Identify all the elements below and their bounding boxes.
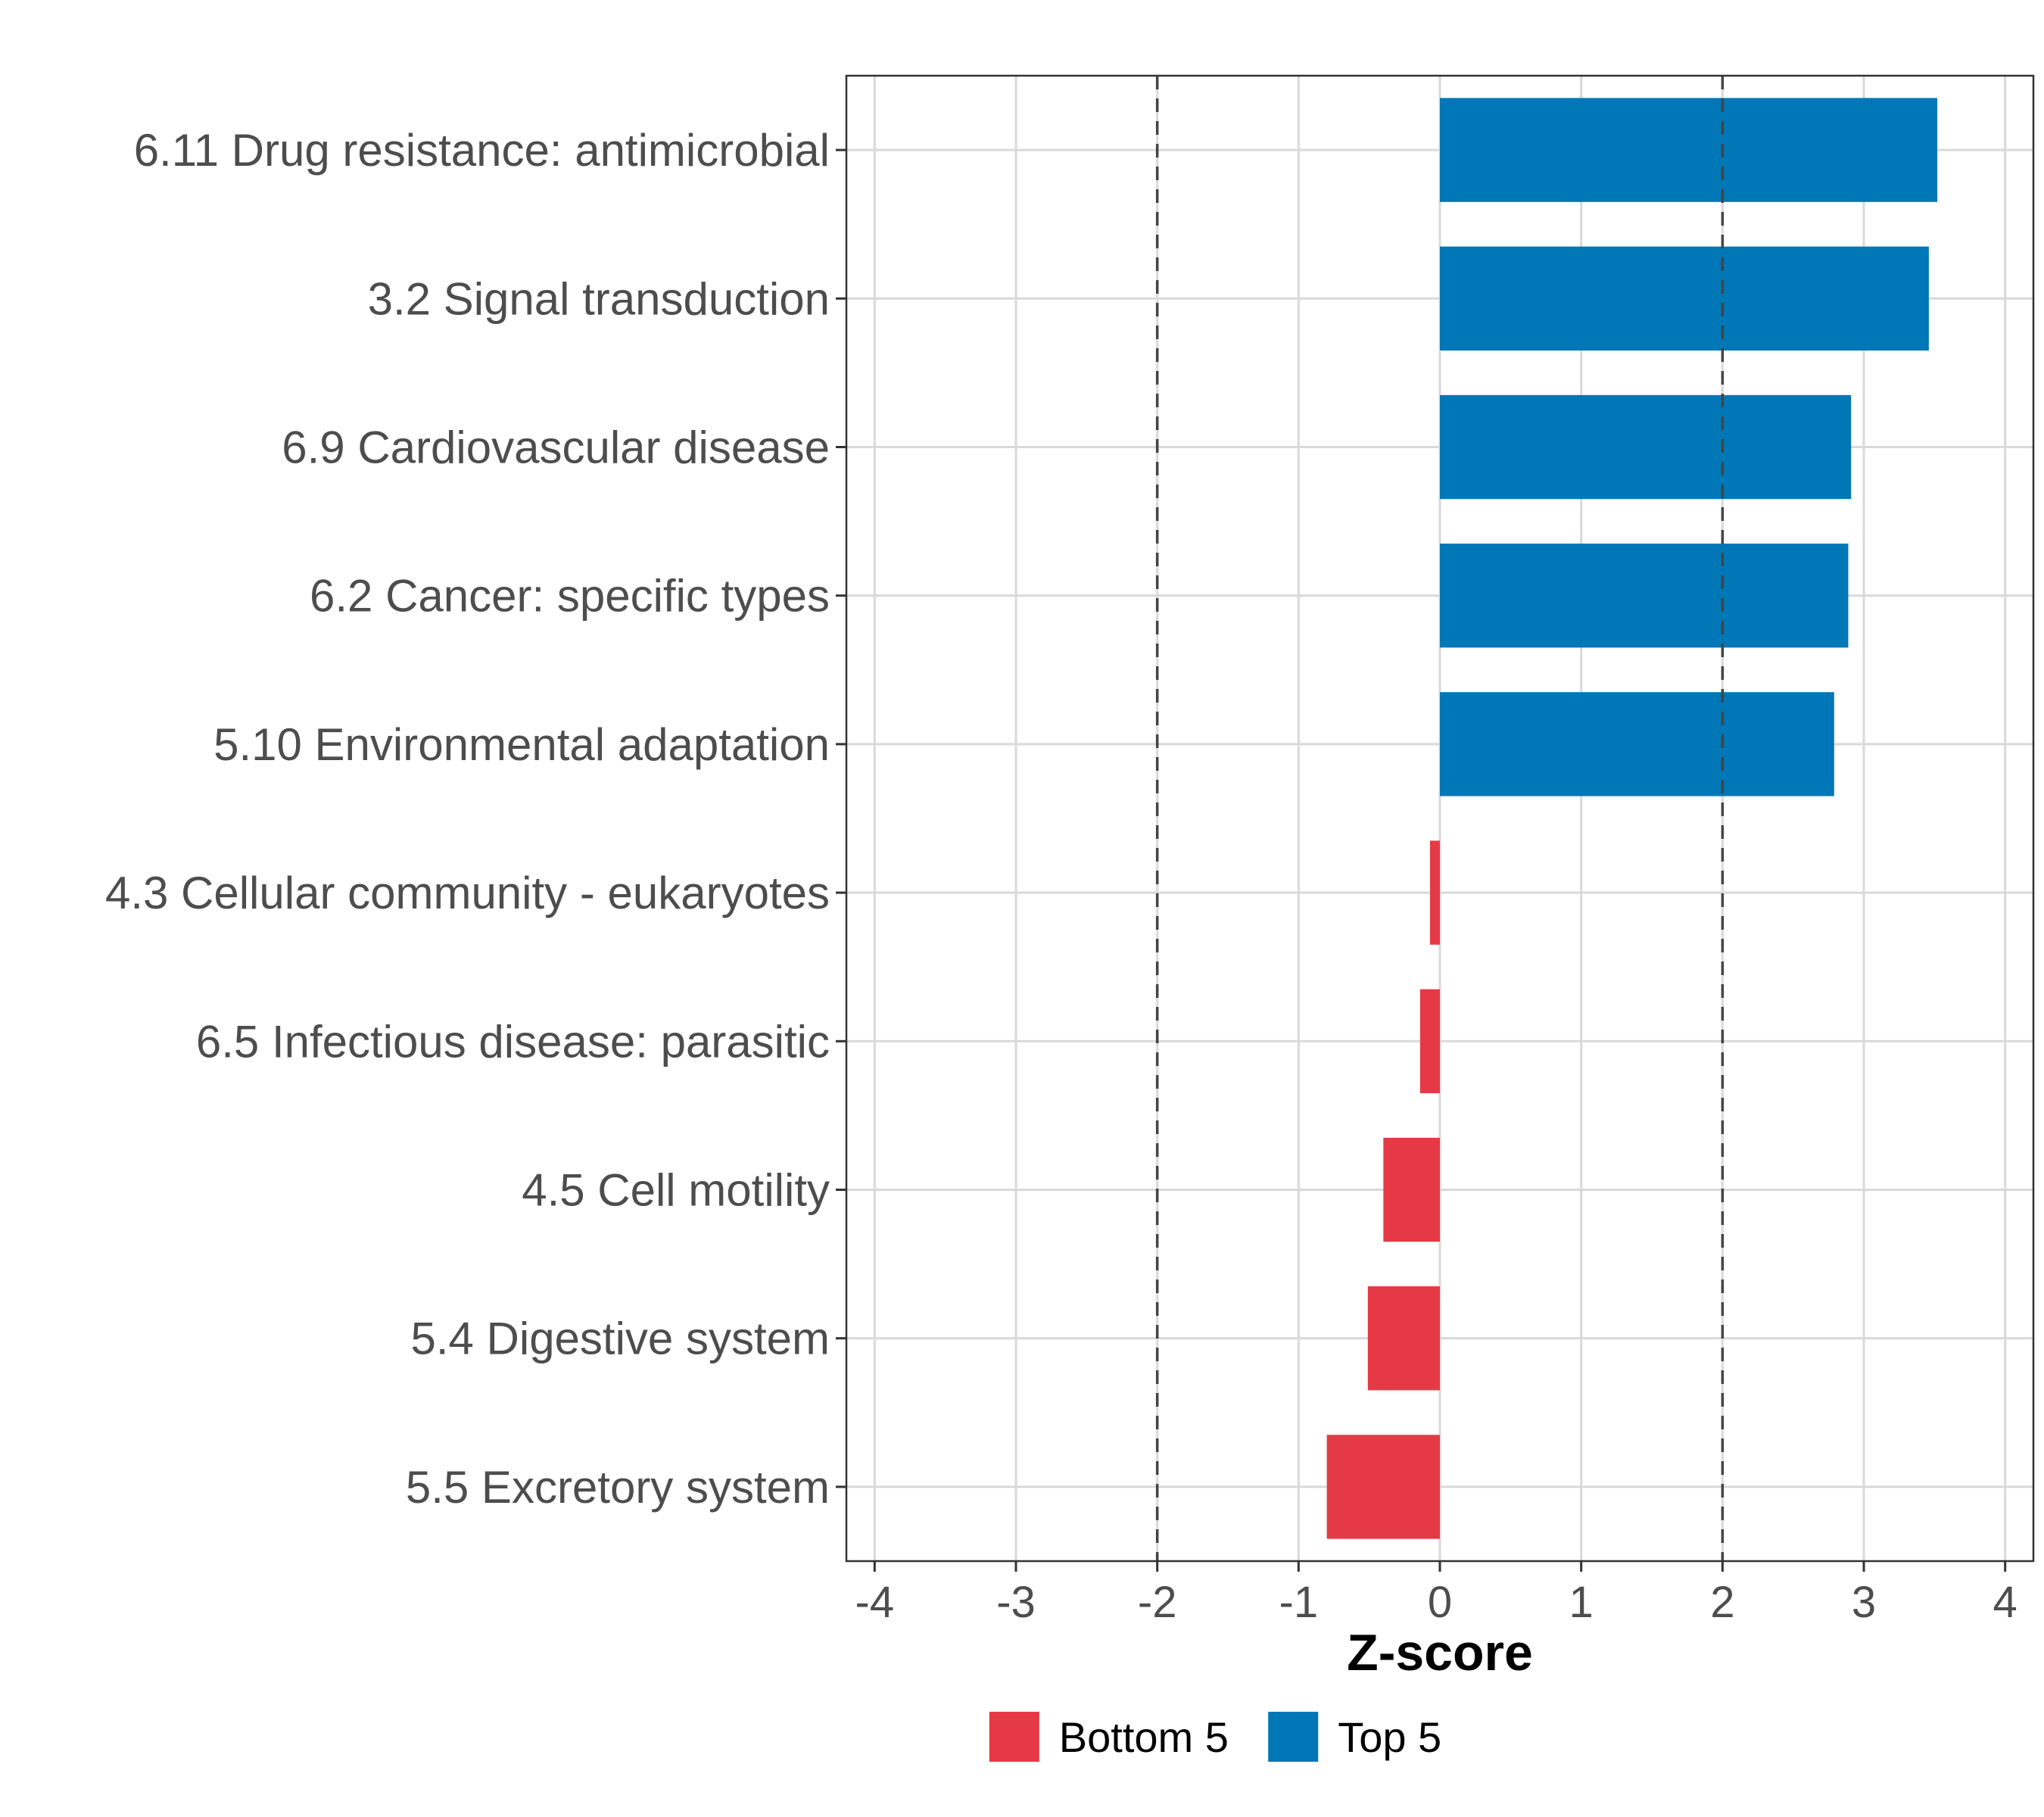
y-tick-label: 5.5 Excretory system [406, 1462, 830, 1513]
bar-top-0 [1440, 98, 1938, 202]
x-tick-label: -1 [1279, 1578, 1319, 1627]
bar-bottom-6 [1419, 989, 1440, 1093]
y-tick-label: 5.10 Environmental adaptation [213, 719, 830, 770]
x-tick-label: 2 [1710, 1578, 1734, 1627]
y-tick-label: 6.11 Drug resistance: antimicrobial [134, 125, 830, 176]
legend-label: Bottom 5 [1059, 1713, 1229, 1761]
y-tick-label: 4.3 Cellular community - eukaryotes [105, 868, 830, 918]
legend-swatch [1268, 1712, 1319, 1762]
bar-bottom-7 [1383, 1137, 1440, 1242]
bar-top-1 [1440, 246, 1929, 351]
bar-top-3 [1440, 544, 1849, 648]
x-tick-label: 0 [1428, 1578, 1452, 1627]
y-axis: 6.11 Drug resistance: antimicrobial 3.2 S… [105, 125, 846, 1513]
x-axis-title: Z-score [1347, 1624, 1533, 1681]
x-tick-label: 4 [1993, 1578, 2018, 1627]
x-tick-label: 3 [1852, 1578, 1876, 1627]
bar-bottom-8 [1367, 1286, 1440, 1391]
reference-lines [1155, 76, 1725, 1561]
y-tick-label: 4.5 Cell motility [522, 1165, 830, 1216]
bar-bottom-5 [1429, 840, 1440, 945]
x-tick-label: 1 [1569, 1578, 1594, 1627]
x-tick-label: -4 [855, 1578, 895, 1627]
bar-top-2 [1440, 394, 1852, 500]
y-tick-label: 6.2 Cancer: specific types [310, 571, 830, 622]
y-tick-label: 6.5 Infectious disease: parasitic [196, 1016, 830, 1067]
y-tick-label: 6.9 Cardiovascular disease [282, 422, 830, 473]
legend: Bottom 5 Top 5 [989, 1712, 1441, 1762]
bars [1326, 98, 1938, 1539]
legend-label: Top 5 [1338, 1713, 1441, 1761]
bar-top-4 [1440, 692, 1834, 796]
y-tick-label: 5.4 Digestive system [410, 1314, 830, 1364]
x-tick-label: -3 [996, 1578, 1036, 1627]
x-axis: -4 -3 -2 -1 0 1 2 3 4 [855, 1561, 2018, 1627]
x-tick-label: -2 [1138, 1578, 1177, 1627]
bar-bottom-9 [1326, 1435, 1440, 1539]
y-tick-label: 3.2 Signal transduction [368, 273, 830, 324]
legend-swatch [989, 1712, 1039, 1762]
